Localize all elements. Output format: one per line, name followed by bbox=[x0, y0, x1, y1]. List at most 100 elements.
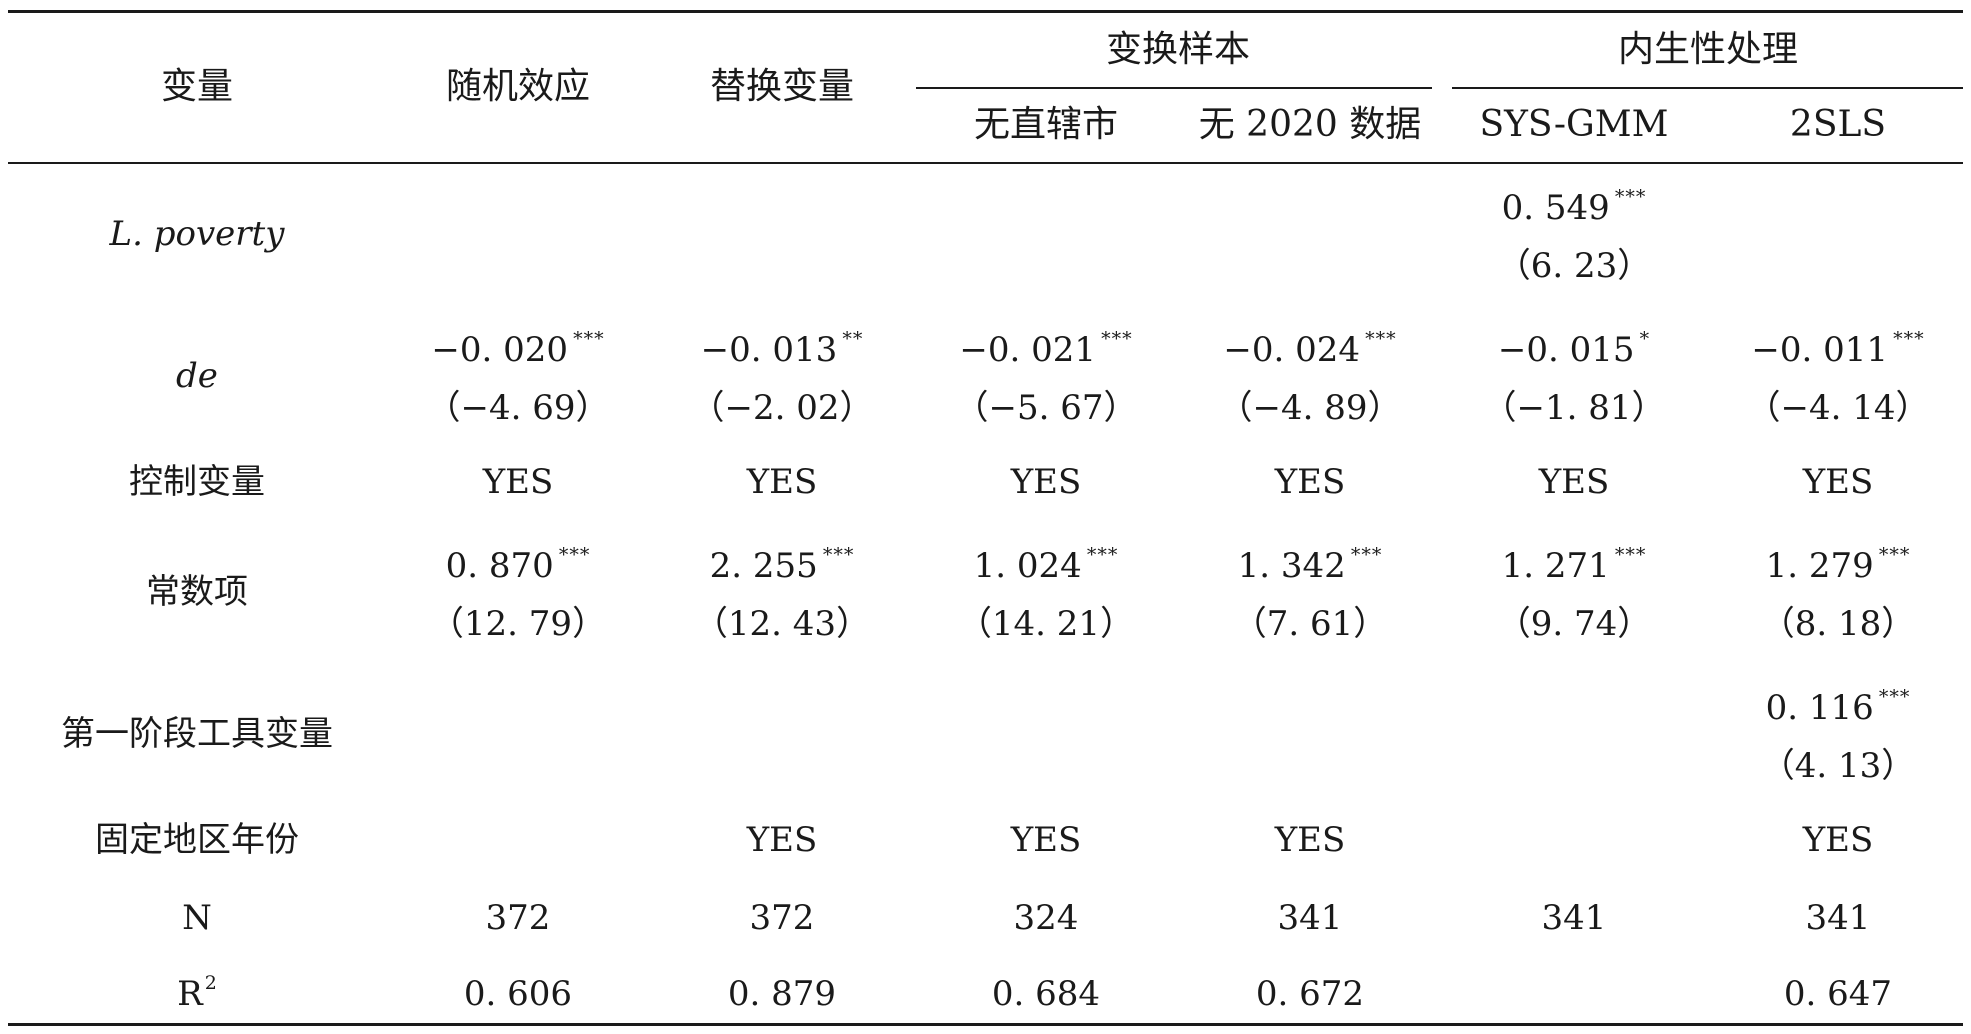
table-cell: YES bbox=[1178, 820, 1442, 860]
table-cell: YES bbox=[1178, 462, 1442, 502]
coefficient-value: 372 bbox=[485, 898, 551, 938]
row-label-text: R bbox=[177, 974, 203, 1014]
table-cell: 372 bbox=[386, 898, 650, 938]
coefficient-value: −0. 011 bbox=[1751, 330, 1889, 370]
table-cell: 2. 255 *** （12. 43） bbox=[650, 544, 914, 644]
coefficient-value: 1. 279 bbox=[1765, 546, 1874, 586]
table-cell: YES bbox=[650, 462, 914, 502]
coefficient-value: 0. 549 bbox=[1501, 188, 1610, 228]
header-change-sample: 变换样本 bbox=[1105, 29, 1250, 70]
t-statistic: （8. 18） bbox=[1760, 604, 1916, 644]
header-no-municipality: 无直辖市 bbox=[973, 104, 1118, 145]
row-label: L. poverty bbox=[17, 214, 377, 254]
t-statistic: （12. 43） bbox=[693, 604, 871, 644]
table-cell: −0. 013 ** （−2. 02） bbox=[650, 328, 914, 428]
table-cell: YES bbox=[1706, 462, 1970, 502]
coefficient-value: −0. 021 bbox=[959, 330, 1097, 370]
significance-stars: *** bbox=[1101, 328, 1133, 350]
table-cell: 0. 684 bbox=[914, 974, 1178, 1014]
table-cell: 341 bbox=[1178, 898, 1442, 938]
table-cell: YES bbox=[650, 820, 914, 860]
coefficient-value: 0. 684 bbox=[991, 974, 1101, 1014]
header-no-2020-data: 无 2020 数据 bbox=[1198, 104, 1422, 145]
t-statistic: （7. 61） bbox=[1232, 604, 1388, 644]
table-cell: 372 bbox=[650, 898, 914, 938]
table-cell: −0. 021 *** （−5. 67） bbox=[914, 328, 1178, 428]
table-cell: YES bbox=[914, 462, 1178, 502]
significance-stars: *** bbox=[1086, 544, 1119, 566]
table-cell: 1. 279 *** （8. 18） bbox=[1706, 544, 1970, 644]
significance-stars: *** bbox=[558, 544, 591, 566]
coefficient-value: 1. 342 bbox=[1237, 546, 1346, 586]
coefficient-value: 0. 672 bbox=[1255, 974, 1365, 1014]
coefficient-value: YES bbox=[1010, 462, 1082, 502]
row-label: de bbox=[17, 356, 377, 396]
coefficient-value: YES bbox=[1538, 462, 1610, 502]
t-statistic: （6. 23） bbox=[1496, 246, 1652, 286]
coefficient-value: YES bbox=[1274, 462, 1346, 502]
row-label: N bbox=[17, 898, 377, 938]
table-cell: YES bbox=[914, 820, 1178, 860]
header-endogeneity: 内生性处理 bbox=[1617, 29, 1798, 70]
significance-stars: *** bbox=[1614, 186, 1647, 208]
table-cell: YES bbox=[1442, 462, 1706, 502]
header-sys-gmm: SYS-GMM bbox=[1479, 104, 1669, 145]
table-cell: YES bbox=[386, 462, 650, 502]
significance-stars: *** bbox=[1350, 544, 1383, 566]
coefficient-value: 1. 271 bbox=[1501, 546, 1610, 586]
significance-stars: *** bbox=[1614, 544, 1647, 566]
coefficient-value: YES bbox=[1802, 462, 1874, 502]
table-cell: 0. 879 bbox=[650, 974, 914, 1014]
table-cell: 1. 271 *** （9. 74） bbox=[1442, 544, 1706, 644]
row-label: 控制变量 bbox=[17, 462, 377, 502]
row-label: 第一阶段工具变量 bbox=[17, 714, 377, 754]
coefficient-value: YES bbox=[482, 462, 554, 502]
coefficient-value: −0. 024 bbox=[1223, 330, 1361, 370]
significance-stars: *** bbox=[1365, 328, 1397, 350]
row-label: 常数项 bbox=[17, 572, 377, 612]
t-statistic: （−4. 69） bbox=[426, 388, 610, 428]
table-cell: 341 bbox=[1706, 898, 1970, 938]
table-cell: 1. 024 *** （14. 21） bbox=[914, 544, 1178, 644]
header-rule bbox=[8, 162, 1963, 164]
row-label: 固定地区年份 bbox=[17, 820, 377, 860]
top-rule bbox=[8, 10, 1963, 13]
group-underline-endogeneity bbox=[1452, 87, 1963, 89]
significance-stars: *** bbox=[573, 328, 605, 350]
coefficient-value: YES bbox=[746, 820, 818, 860]
row-label-text: 常数项 bbox=[146, 572, 248, 612]
table-cell: −0. 024 *** （−4. 89） bbox=[1178, 328, 1442, 428]
row-label-text: N bbox=[182, 898, 212, 938]
coefficient-value: −0. 013 bbox=[700, 330, 838, 370]
coefficient-value: YES bbox=[1010, 820, 1082, 860]
bottom-rule bbox=[8, 1023, 1963, 1026]
coefficient-value: 1. 024 bbox=[973, 546, 1082, 586]
group-underline-change-sample bbox=[916, 87, 1432, 89]
table-cell: 1. 342 *** （7. 61） bbox=[1178, 544, 1442, 644]
coefficient-value: 341 bbox=[1541, 898, 1607, 938]
t-statistic: （4. 13） bbox=[1760, 746, 1916, 786]
significance-stars: *** bbox=[1878, 686, 1911, 708]
coefficient-value: 0. 647 bbox=[1783, 974, 1893, 1014]
table-cell: 0. 647 bbox=[1706, 974, 1970, 1014]
significance-stars: *** bbox=[1893, 328, 1925, 350]
table-cell: 0. 672 bbox=[1178, 974, 1442, 1014]
coefficient-value: YES bbox=[746, 462, 818, 502]
t-statistic: （9. 74） bbox=[1496, 604, 1652, 644]
t-statistic: （−5. 67） bbox=[954, 388, 1138, 428]
row-label-text: 控制变量 bbox=[129, 462, 265, 502]
coefficient-value: 341 bbox=[1277, 898, 1343, 938]
row-label-text: 固定地区年份 bbox=[95, 820, 299, 860]
table-cell: −0. 020 *** （−4. 69） bbox=[386, 328, 650, 428]
coefficient-value: 341 bbox=[1805, 898, 1871, 938]
t-statistic: （−1. 81） bbox=[1482, 388, 1666, 428]
table-cell: 0. 116 *** （4. 13） bbox=[1706, 686, 1970, 786]
coefficient-value: 0. 116 bbox=[1765, 688, 1874, 728]
table-cell: 324 bbox=[914, 898, 1178, 938]
t-statistic: （−4. 89） bbox=[1218, 388, 1402, 428]
header-2sls: 2SLS bbox=[1789, 104, 1887, 145]
significance-stars: * bbox=[1639, 328, 1651, 350]
header-variable: 变量 bbox=[160, 66, 233, 107]
